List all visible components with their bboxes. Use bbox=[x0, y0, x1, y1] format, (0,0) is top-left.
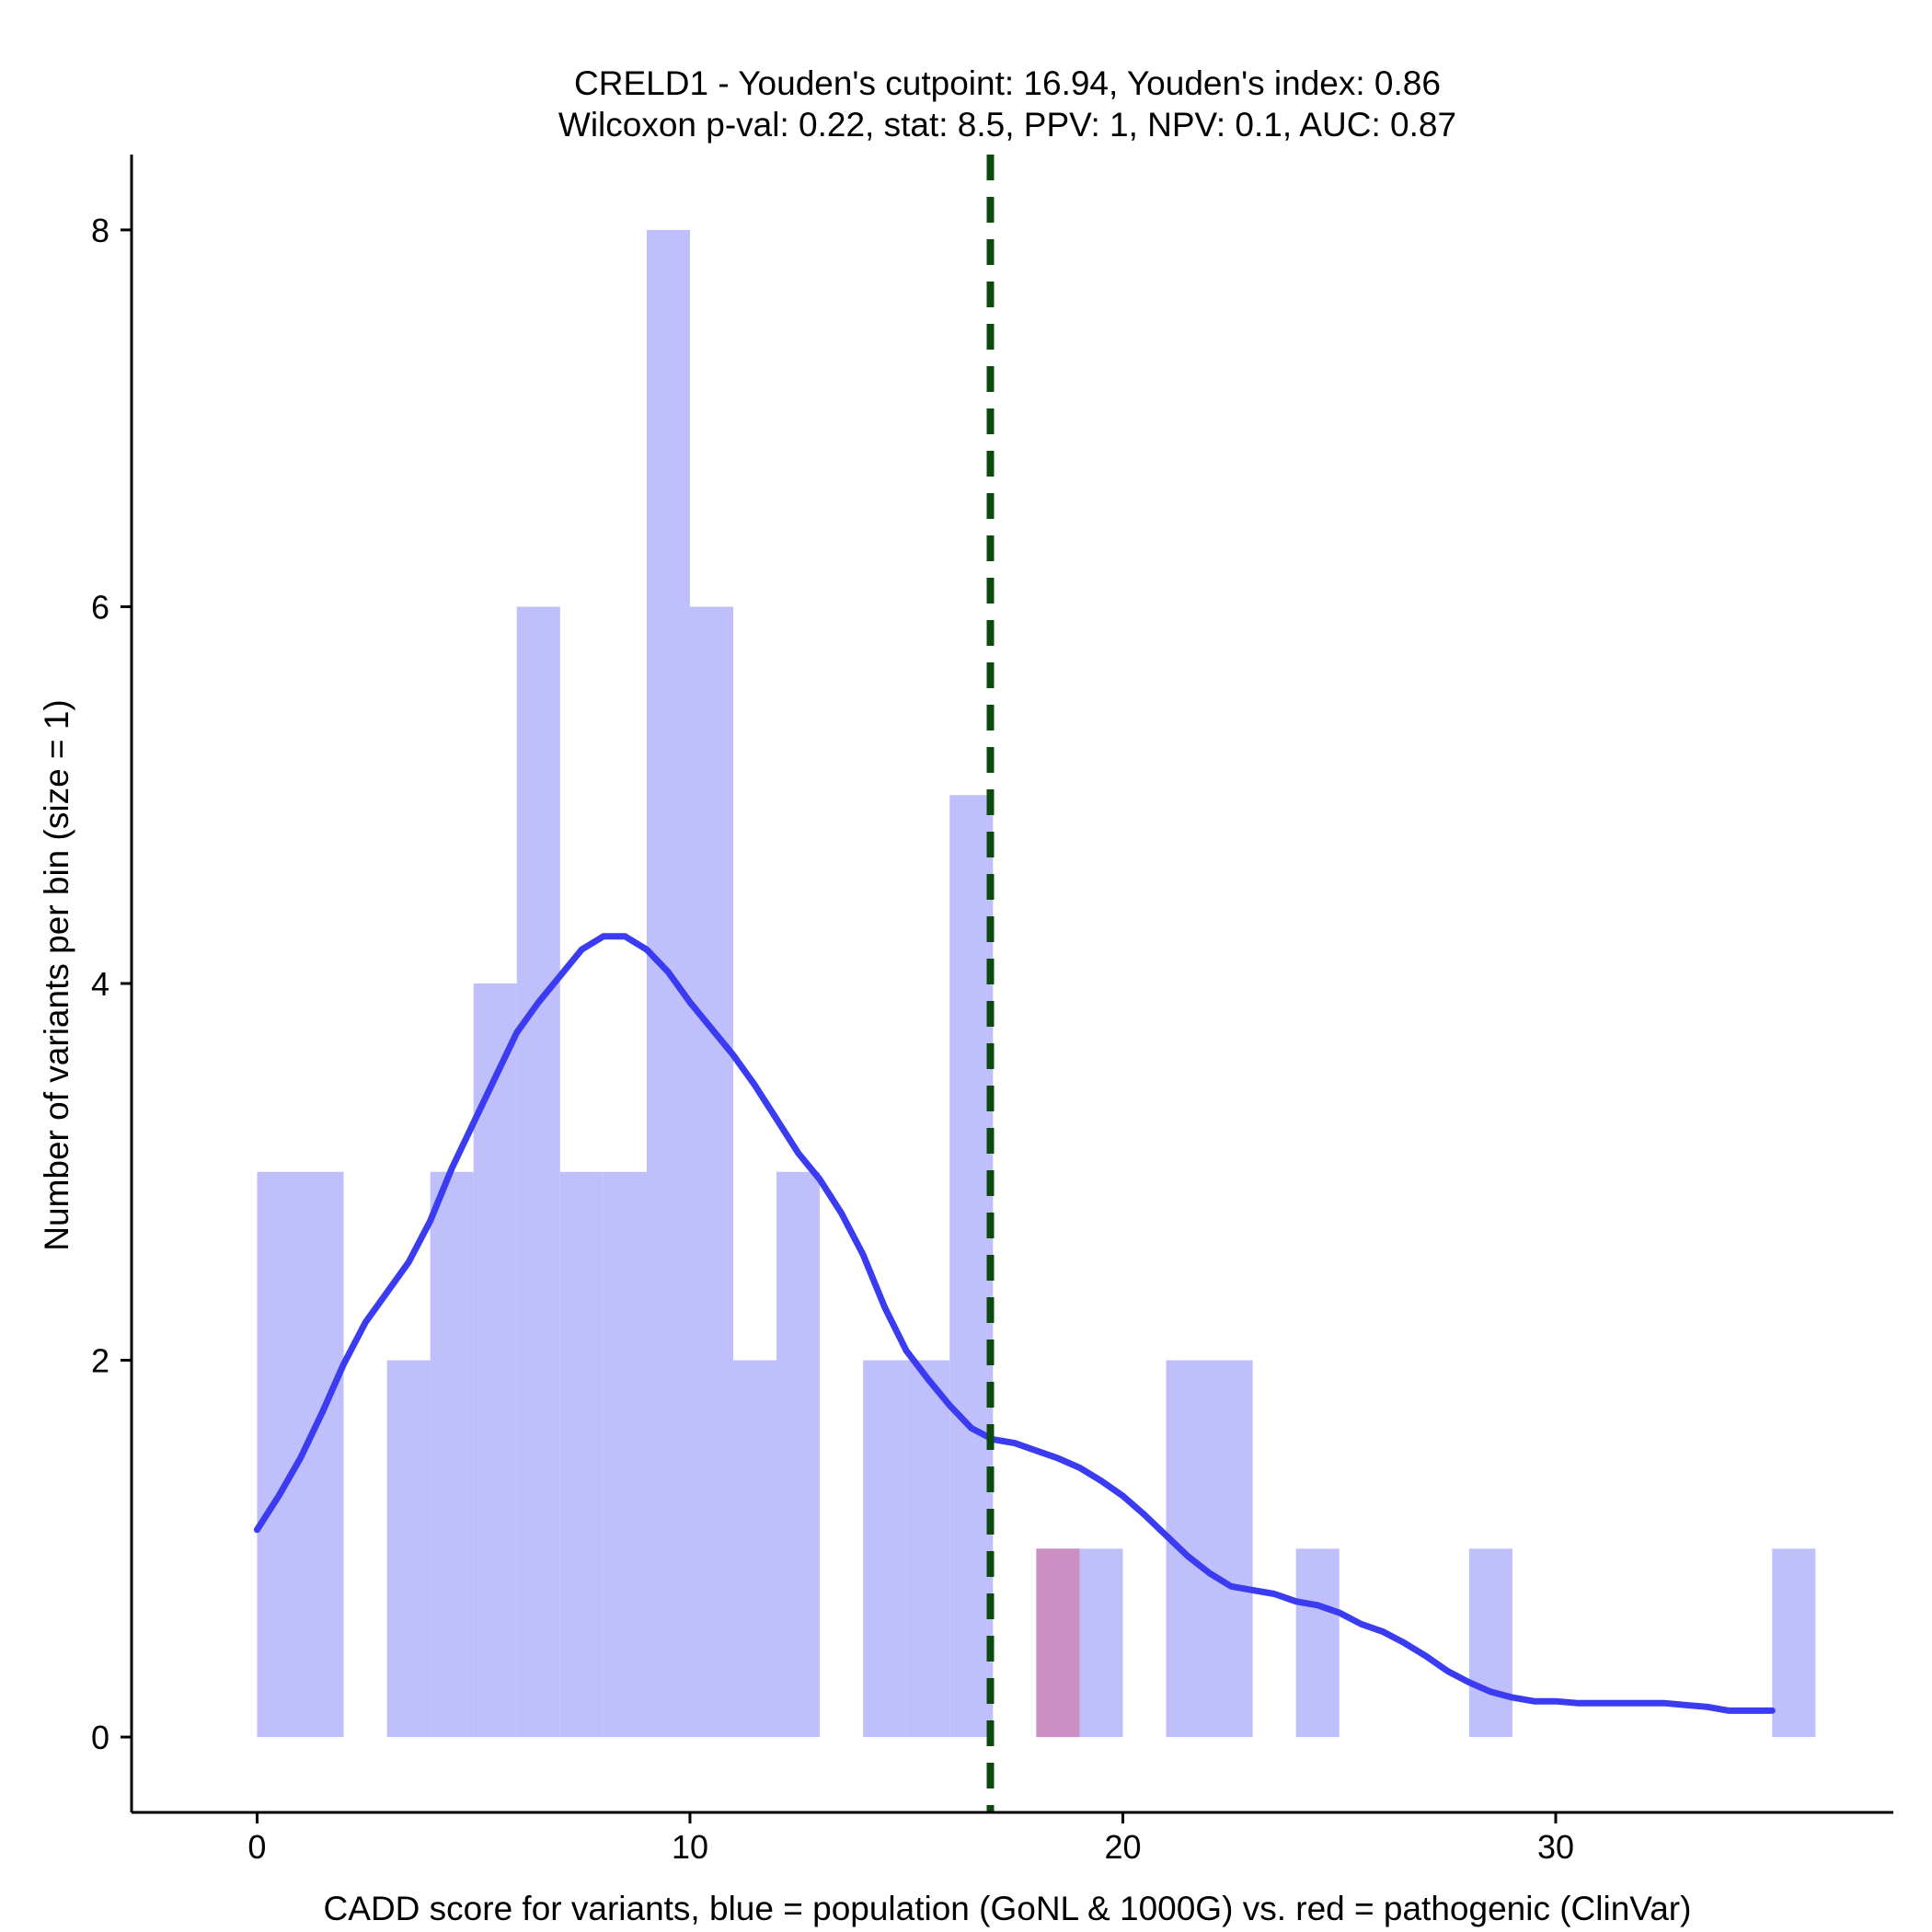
y-axis-label: Number of variants per bin (size = 1) bbox=[38, 699, 75, 1250]
population-bar bbox=[646, 229, 690, 1738]
y-tick-label: 0 bbox=[91, 1719, 109, 1756]
population-bar bbox=[430, 1171, 474, 1738]
y-tick-label: 6 bbox=[91, 588, 109, 626]
population-bar bbox=[733, 1360, 777, 1738]
population-bar bbox=[689, 606, 734, 1738]
chart-title-line-2: Wilcoxon p-val: 0.22, stat: 8.5, PPV: 1,… bbox=[558, 106, 1456, 144]
x-tick-label: 20 bbox=[1104, 1828, 1141, 1866]
y-tick-label: 2 bbox=[91, 1342, 109, 1380]
population-bar bbox=[863, 1360, 907, 1738]
pathogenic-bar bbox=[1036, 1548, 1080, 1738]
histogram-bars bbox=[257, 229, 1816, 1738]
population-bar bbox=[1772, 1548, 1816, 1738]
population-bar bbox=[386, 1360, 431, 1738]
population-bar bbox=[776, 1171, 821, 1738]
x-tick-label: 30 bbox=[1537, 1828, 1574, 1866]
x-tick-label: 10 bbox=[672, 1828, 708, 1866]
x-axis-label: CADD score for variants, blue = populati… bbox=[324, 1890, 1692, 1927]
x-tick-label: 0 bbox=[247, 1828, 266, 1866]
density-curve-layer bbox=[253, 933, 1776, 1714]
population-bar bbox=[257, 1171, 301, 1738]
population-bar bbox=[473, 983, 517, 1738]
population-bar bbox=[300, 1171, 344, 1738]
population-bar bbox=[1468, 1548, 1512, 1738]
population-bar bbox=[516, 606, 560, 1738]
population-bar bbox=[949, 795, 994, 1738]
chart-title-line-1: CRELD1 - Youden's cutpoint: 16.94, Youde… bbox=[574, 64, 1441, 102]
population-bar bbox=[559, 1171, 604, 1738]
axis-ticks: 0 10 20 30 0 2 4 6 8 bbox=[91, 212, 1574, 1866]
y-tick-label: 8 bbox=[91, 212, 109, 249]
population-bar bbox=[1166, 1360, 1210, 1738]
population-bar bbox=[1295, 1548, 1340, 1738]
population-bar bbox=[603, 1171, 647, 1738]
population-bar bbox=[1209, 1360, 1253, 1738]
density-curve bbox=[253, 933, 1776, 1714]
y-tick-label: 4 bbox=[91, 965, 109, 1003]
population-bar bbox=[906, 1360, 950, 1738]
population-bar bbox=[1079, 1548, 1123, 1738]
